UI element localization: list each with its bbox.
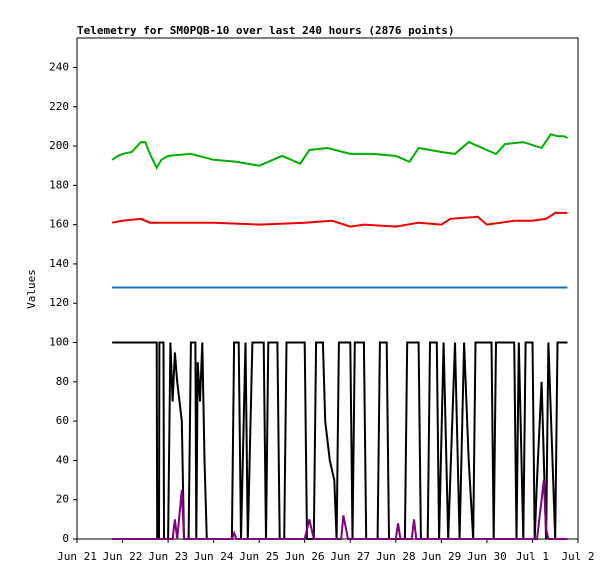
y-tick-label: 20 — [56, 493, 69, 506]
x-tick-label: Jun 25 — [239, 550, 279, 563]
y-tick-label: 160 — [49, 218, 69, 231]
y-tick-label: 220 — [49, 100, 69, 113]
x-tick-label: Jun 24 — [194, 550, 234, 563]
series-line — [111, 133, 569, 170]
series-line — [112, 479, 568, 540]
y-tick-label: 100 — [49, 336, 69, 349]
y-tick-label: 180 — [49, 178, 69, 191]
series-line — [111, 211, 568, 228]
y-tick-label: 60 — [56, 414, 69, 427]
x-tick-label: Jun 29 — [421, 550, 461, 563]
y-tick-label: 40 — [56, 453, 69, 466]
y-tick-label: 240 — [49, 60, 69, 73]
x-tick-label: Jun 28 — [376, 550, 416, 563]
x-tick-label: Jun 21 — [57, 550, 97, 563]
y-tick-label: 120 — [49, 296, 69, 309]
y-tick-label: 140 — [49, 257, 69, 270]
x-tick-label: Jun 26 — [285, 550, 325, 563]
x-tick-label: Jul 1 — [516, 550, 549, 563]
series-line — [112, 341, 568, 540]
y-tick-label: 200 — [49, 139, 69, 152]
x-tick-label: Jun 30 — [467, 550, 507, 563]
y-tick-label: 0 — [62, 532, 69, 545]
x-tick-label: Jul 2 — [561, 550, 594, 563]
x-tick-label: Jun 27 — [330, 550, 370, 563]
chart-title: Telemetry for SM0PQB-10 over last 240 ho… — [77, 24, 455, 37]
x-tick-label: Jun 22 — [103, 550, 143, 563]
x-tick-label: Jun 23 — [148, 550, 188, 563]
y-tick-label: 80 — [56, 375, 69, 388]
y-axis-label: Values — [25, 269, 38, 309]
